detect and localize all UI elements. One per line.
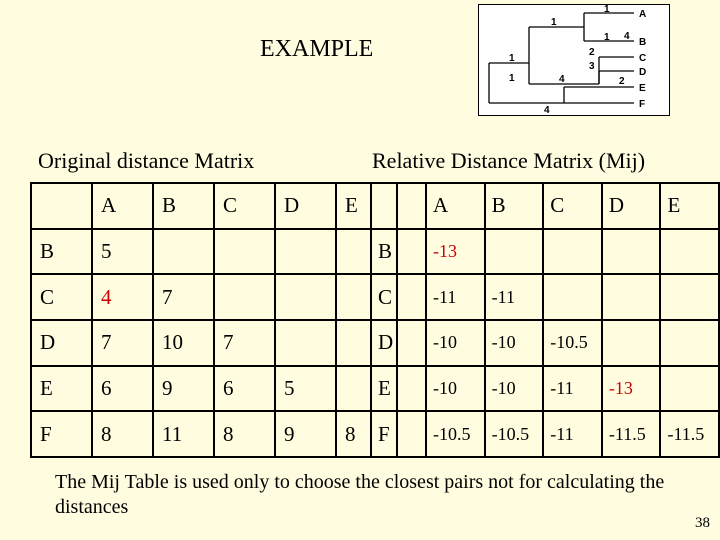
cell: -10.5 (543, 320, 602, 366)
col-header: E (660, 183, 719, 229)
col-header (371, 183, 426, 229)
cell (485, 229, 544, 275)
cell: -11 (485, 274, 544, 320)
col-header: C (543, 183, 602, 229)
row-label: E (31, 366, 92, 412)
right-table-title: Relative Distance Matrix (Mij) (372, 148, 645, 174)
svg-text:1: 1 (604, 32, 610, 43)
cell: 7 (153, 274, 214, 320)
cell: 5 (92, 229, 153, 275)
svg-text:2: 2 (589, 47, 595, 58)
svg-text:3: 3 (589, 61, 595, 72)
cell: -13 (602, 366, 661, 412)
svg-text:A: A (639, 9, 646, 20)
cell (660, 229, 719, 275)
svg-text:4: 4 (559, 74, 565, 85)
cell (275, 274, 336, 320)
row-label: D (31, 320, 92, 366)
cell: 11 (153, 411, 214, 457)
cell: -11.5 (602, 411, 661, 457)
cell (153, 229, 214, 275)
slide-title: EXAMPLE (260, 36, 373, 63)
col-header (31, 183, 92, 229)
cell: -10.5 (485, 411, 544, 457)
cell (602, 274, 661, 320)
svg-text:C: C (639, 53, 646, 64)
cell: 7 (92, 320, 153, 366)
page-number: 38 (695, 515, 710, 532)
cell (543, 229, 602, 275)
col-header: A (92, 183, 153, 229)
cell (543, 274, 602, 320)
footer-note: The Mij Table is used only to choose the… (55, 470, 675, 520)
col-header: D (602, 183, 661, 229)
col-header: B (153, 183, 214, 229)
svg-text:1: 1 (509, 53, 515, 64)
cell: -10 (426, 320, 485, 366)
cell (660, 366, 719, 412)
row-label: F (371, 411, 426, 457)
original-distance-matrix: A B C D E B 5 C 4 7 D 7 10 7 (30, 182, 398, 458)
row-label: E (371, 366, 426, 412)
col-header: B (485, 183, 544, 229)
svg-text:B: B (639, 37, 646, 48)
svg-text:1: 1 (509, 73, 515, 84)
cell: 8 (214, 411, 275, 457)
cell: 4 (92, 274, 153, 320)
dendrogram: A B C D E F 1 1 1 1 1 4 2 3 2 4 4 (478, 4, 670, 116)
col-header: C (214, 183, 275, 229)
cell: -11 (543, 366, 602, 412)
row-label: C (31, 274, 92, 320)
cell: 9 (153, 366, 214, 412)
cell: 5 (275, 366, 336, 412)
cell: -11 (543, 411, 602, 457)
cell (660, 274, 719, 320)
cell (214, 274, 275, 320)
cell: -11 (426, 274, 485, 320)
svg-text:F: F (639, 99, 645, 110)
row-label: F (31, 411, 92, 457)
col-header: D (275, 183, 336, 229)
cell: 6 (214, 366, 275, 412)
cell: 7 (214, 320, 275, 366)
cell: -10 (426, 366, 485, 412)
cell: -10 (485, 366, 544, 412)
row-label: C (371, 274, 426, 320)
cell (275, 229, 336, 275)
svg-text:1: 1 (551, 17, 557, 28)
row-label: D (371, 320, 426, 366)
cell: -10.5 (426, 411, 485, 457)
col-header: A (426, 183, 485, 229)
svg-text:4: 4 (624, 31, 630, 42)
cell (660, 320, 719, 366)
left-table-title: Original distance Matrix (38, 148, 254, 174)
cell: -13 (426, 229, 485, 275)
cell: 6 (92, 366, 153, 412)
cell (602, 229, 661, 275)
row-label: B (371, 229, 426, 275)
cell: 8 (92, 411, 153, 457)
row-label: B (31, 229, 92, 275)
cell: 10 (153, 320, 214, 366)
svg-text:D: D (639, 67, 646, 78)
svg-text:2: 2 (619, 76, 625, 87)
cell (602, 320, 661, 366)
cell: 9 (275, 411, 336, 457)
svg-text:1: 1 (604, 5, 610, 15)
cell (214, 229, 275, 275)
cell (275, 320, 336, 366)
relative-distance-matrix: A B C D E B -13 C -11 -11 D -10 -10 -10.… (370, 182, 720, 458)
svg-text:4: 4 (544, 105, 550, 115)
cell: -11.5 (660, 411, 719, 457)
svg-text:E: E (639, 83, 646, 94)
cell: -10 (485, 320, 544, 366)
